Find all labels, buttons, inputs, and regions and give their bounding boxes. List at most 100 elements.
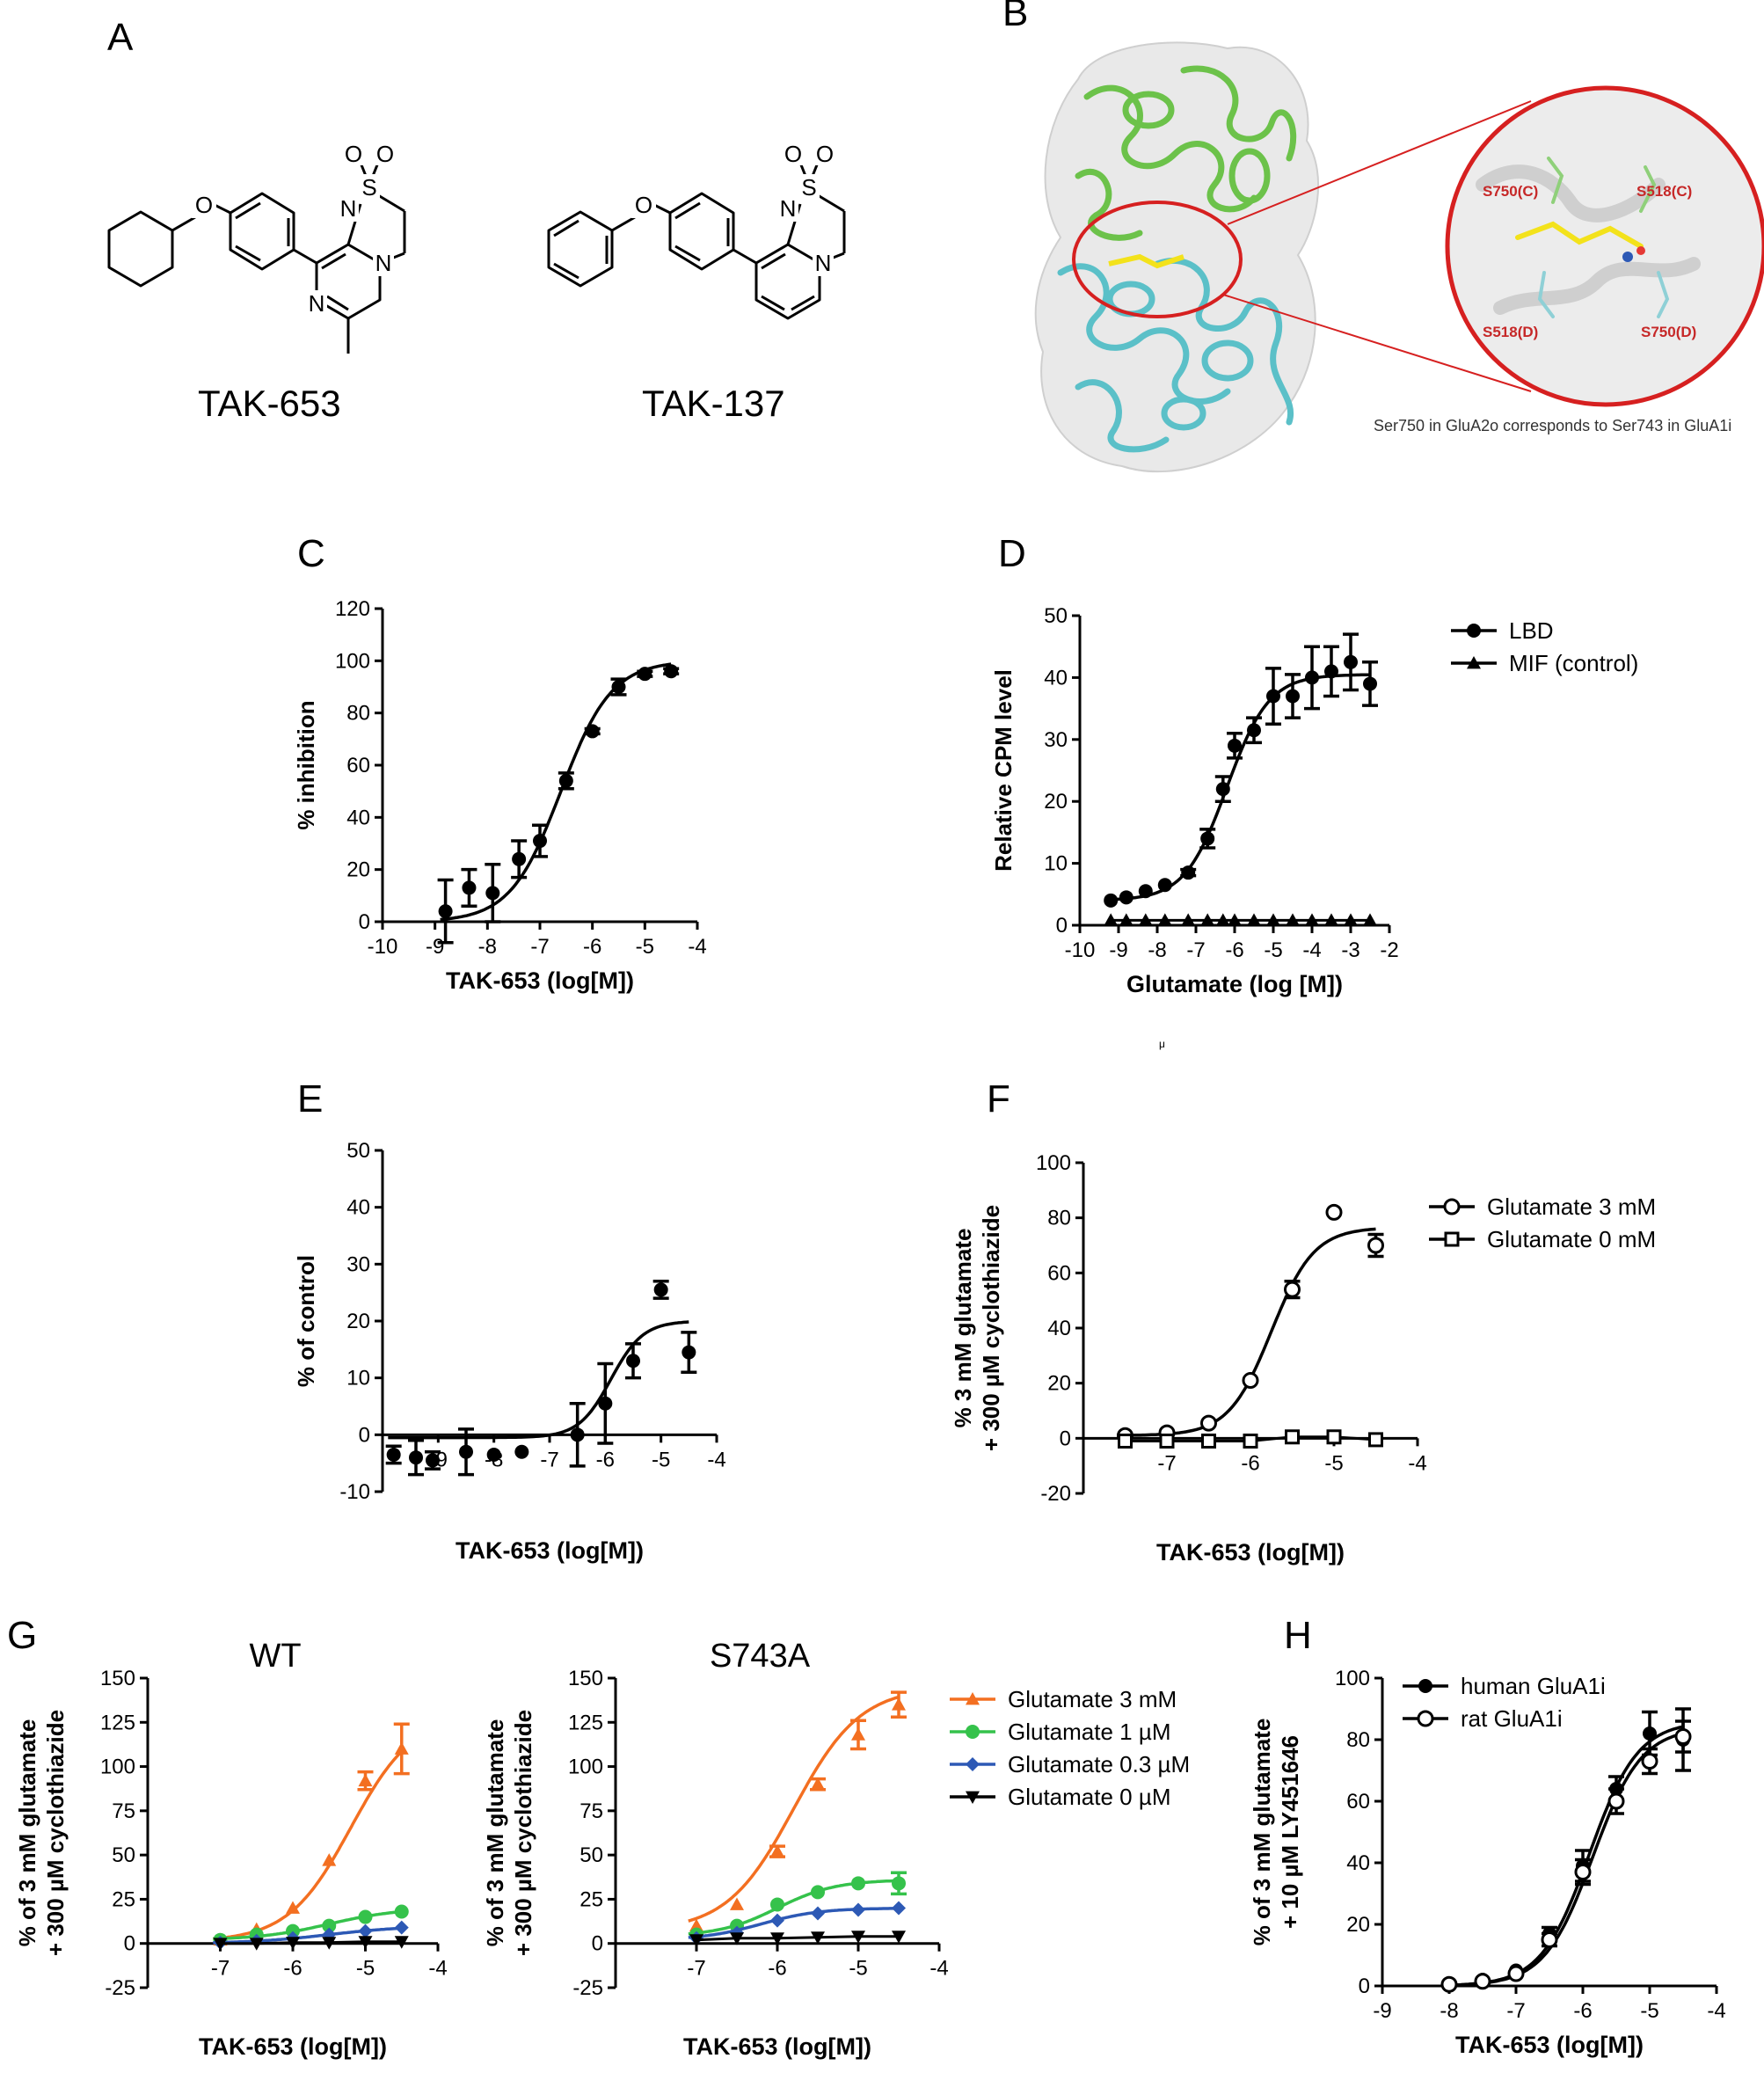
data-point [1159, 1433, 1175, 1449]
data-point [1326, 1429, 1342, 1445]
y-axis-label: + 10 µM LY451646 [1277, 1735, 1303, 1929]
x-tick-label: -6 [1225, 938, 1243, 962]
y-tick-label: 40 [346, 806, 370, 829]
y-tick-label: 125 [568, 1711, 603, 1734]
data-point [664, 664, 679, 679]
data-point [570, 1427, 585, 1442]
y-tick-label: 30 [346, 1252, 370, 1276]
data-point [611, 680, 626, 694]
y-tick-label: 150 [100, 1667, 135, 1690]
series-1 [1104, 913, 1377, 926]
data-point [851, 1727, 865, 1741]
x-tick-label: -4 [707, 1448, 725, 1471]
legend-label: Glutamate 0 mM [1487, 1226, 1656, 1252]
x-axis-label: TAK-653 (log[M]) [199, 2033, 387, 2060]
data-point [1138, 884, 1153, 899]
data-point [811, 1931, 825, 1945]
residue-label: S750(D) [1641, 324, 1696, 340]
data-point [1138, 913, 1153, 926]
data-point [286, 1937, 300, 1950]
x-tick-label: -10 [368, 935, 398, 959]
data-point [1286, 689, 1300, 704]
data-point [533, 834, 547, 849]
x-tick-label: -5 [636, 935, 654, 959]
data-point [1266, 913, 1280, 926]
data-point [1643, 1726, 1657, 1741]
x-tick-label: -9 [1109, 938, 1127, 962]
x-tick-label: -7 [1186, 938, 1205, 962]
y-tick-label: 50 [579, 1843, 603, 1867]
x-tick-label: -6 [1241, 1451, 1259, 1475]
chart-g-s743a: -25 0 25 50 75 100 125 150 -7 -6 -5 -4 TAK-653 (log[… [482, 1638, 1190, 2060]
data-point [1417, 1710, 1434, 1727]
y-tick-label: 40 [1047, 1317, 1071, 1340]
y-tick-label: 0 [1359, 1974, 1370, 1998]
chart-c: 0 20 40 60 80 100 120 -10 -9 -8 -7 -6 -5 -4 TAK-653 (l… [293, 597, 707, 994]
data-point [394, 1936, 409, 1949]
data-point [1104, 913, 1119, 926]
y-axis-label: + 300 µM cyclothiazide [42, 1710, 69, 1956]
y-tick-label: 100 [100, 1755, 135, 1779]
y-tick-label: 50 [112, 1843, 135, 1867]
fit-curve [213, 1750, 404, 1941]
data-point [1200, 913, 1215, 926]
data-point [851, 1902, 865, 1917]
y-axis-label: % of 3 mM glutamate [14, 1719, 40, 1947]
y-tick-label: 40 [1346, 1851, 1370, 1875]
data-point [1325, 1203, 1343, 1221]
legend-label: Glutamate 0.3 µM [1008, 1751, 1190, 1777]
data-point [966, 1757, 980, 1771]
data-point [322, 1918, 337, 1933]
residue-label: S518(D) [1483, 324, 1538, 340]
panel-label-a: A [107, 16, 134, 59]
data-point [1344, 654, 1358, 669]
legend: Glutamate 3 mM Glutamate 1 µM Glutamate 0.… [950, 1686, 1190, 1810]
y-axis-label: % inhibition [293, 700, 319, 829]
y-tick-label: -10 [339, 1480, 370, 1504]
data-point [512, 851, 527, 866]
y-tick-label: 80 [346, 702, 370, 726]
x-axis-label: TAK-653 (log[M]) [1455, 2032, 1644, 2058]
data-point [1368, 1432, 1383, 1448]
data-point [811, 1885, 825, 1900]
y-axis-label: + 300 µM cyclothiazide [978, 1205, 1004, 1451]
data-point [1507, 1965, 1525, 1982]
x-tick-label: -7 [530, 935, 549, 959]
data-point [1181, 913, 1196, 926]
x-tick-label: -6 [583, 935, 601, 959]
x-tick-label: -5 [652, 1448, 670, 1471]
y-tick-label: 60 [1047, 1261, 1071, 1285]
data-point [770, 1932, 784, 1945]
y-tick-label: 80 [1346, 1728, 1370, 1752]
x-tick-label: -6 [768, 1957, 786, 1981]
y-tick-label: -25 [105, 1976, 135, 2000]
ligand [1108, 253, 1185, 269]
x-tick-label: -4 [1302, 938, 1321, 962]
binding-site-circle [1072, 201, 1243, 318]
chart-title: WT [249, 1638, 301, 1675]
y-tick-label: -25 [572, 1976, 603, 2000]
data-point [286, 1901, 300, 1914]
y-tick-label: 20 [346, 858, 370, 882]
legend: Glutamate 3 mM Glutamate 0 mM [1429, 1193, 1656, 1252]
data-point [770, 1897, 784, 1912]
panel-label-f: F [987, 1077, 1010, 1120]
panel-label-e: E [297, 1077, 324, 1120]
data-point [585, 724, 600, 739]
data-point [514, 1444, 529, 1459]
data-point [358, 1909, 373, 1924]
data-point [386, 1447, 401, 1462]
atom-s: S [801, 174, 816, 201]
data-point [1200, 831, 1215, 846]
series-0 [1442, 1707, 1691, 1992]
data-point [1607, 1792, 1625, 1810]
y-tick-label: 20 [1047, 1372, 1071, 1396]
y-tick-label: 20 [1346, 1913, 1370, 1937]
y-axis-label: % of 3 mM glutamate [482, 1719, 508, 1947]
data-point [1243, 1433, 1258, 1449]
legend-label: Glutamate 3 mM [1008, 1686, 1177, 1712]
series-0 [385, 1279, 697, 1477]
data-point [966, 1692, 980, 1705]
structure-tak-653: O O O S N N N [107, 141, 406, 354]
